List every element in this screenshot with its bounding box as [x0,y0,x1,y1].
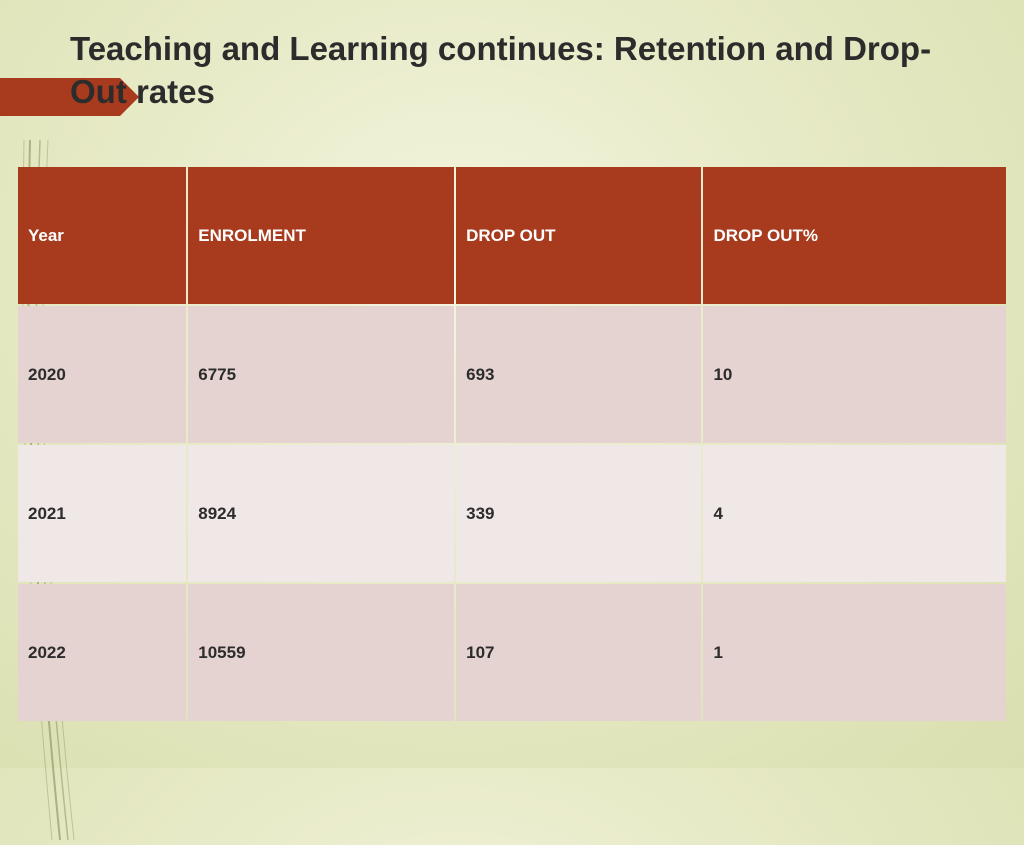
cell-dropout: 339 [456,445,701,582]
col-header-dropout: DROP OUT [456,167,701,304]
slide-title: Teaching and Learning continues: Retenti… [70,28,950,114]
col-header-enrolment: ENROLMENT [188,167,454,304]
cell-year: 2021 [18,445,186,582]
table-row: 2022 10559 107 1 [18,584,1006,721]
cell-dropout-pct: 1 [703,584,1006,721]
col-header-year: Year [18,167,186,304]
table-row: 2020 6775 693 10 [18,306,1006,443]
col-header-dropout-pct: DROP OUT% [703,167,1006,304]
cell-enrolment: 10559 [188,584,454,721]
cell-dropout: 107 [456,584,701,721]
retention-table: Year ENROLMENT DROP OUT DROP OUT% 2020 6… [16,165,1008,723]
table-header-row: Year ENROLMENT DROP OUT DROP OUT% [18,167,1006,304]
cell-enrolment: 6775 [188,306,454,443]
table-row: 2021 8924 339 4 [18,445,1006,582]
cell-dropout-pct: 4 [703,445,1006,582]
cell-enrolment: 8924 [188,445,454,582]
cell-dropout: 693 [456,306,701,443]
cell-year: 2022 [18,584,186,721]
cell-year: 2020 [18,306,186,443]
cell-dropout-pct: 10 [703,306,1006,443]
